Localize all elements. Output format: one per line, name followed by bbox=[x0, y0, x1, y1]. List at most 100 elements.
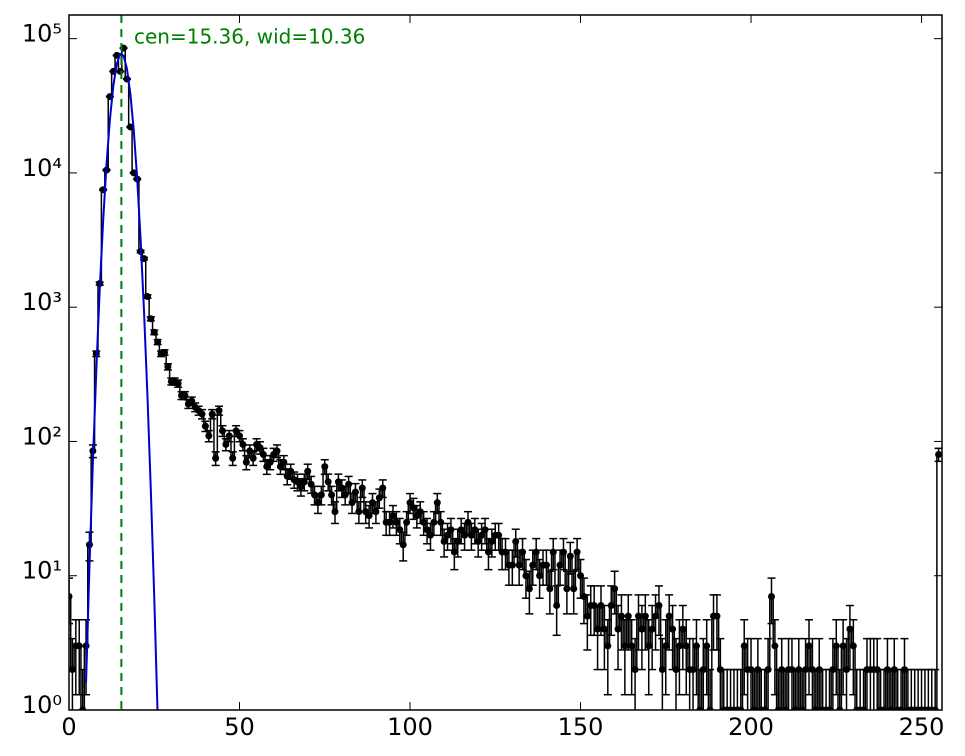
data-point bbox=[314, 499, 322, 507]
data-point bbox=[423, 526, 431, 534]
data-point bbox=[461, 531, 469, 539]
data-point bbox=[454, 537, 462, 545]
data-point bbox=[358, 484, 366, 492]
data-point bbox=[546, 585, 554, 593]
data-point bbox=[338, 484, 346, 492]
data-point bbox=[232, 427, 240, 435]
data-point bbox=[836, 706, 844, 710]
data-point bbox=[791, 706, 799, 710]
data-point bbox=[597, 602, 605, 610]
data-point bbox=[116, 67, 124, 75]
data-point bbox=[246, 447, 254, 455]
x-tick-label: 0 bbox=[61, 713, 76, 741]
data-point bbox=[389, 512, 397, 520]
data-point bbox=[416, 508, 424, 516]
data-point bbox=[341, 491, 349, 499]
data-point bbox=[484, 548, 492, 556]
data-point bbox=[181, 391, 189, 399]
data-point bbox=[699, 666, 707, 674]
data-point bbox=[522, 572, 530, 580]
data-point bbox=[239, 440, 247, 448]
data-point bbox=[515, 561, 523, 569]
y-tick-label: 10⁴ bbox=[22, 154, 62, 182]
data-point bbox=[594, 625, 602, 633]
data-point bbox=[839, 642, 847, 650]
data-point bbox=[293, 478, 301, 486]
data-point bbox=[761, 706, 769, 710]
data-point bbox=[617, 612, 625, 620]
data-point bbox=[525, 585, 533, 593]
data-point bbox=[883, 666, 891, 674]
data-point bbox=[440, 537, 448, 545]
data-point bbox=[375, 494, 383, 502]
data-point bbox=[198, 410, 206, 418]
data-point bbox=[935, 450, 942, 458]
data-point bbox=[631, 666, 639, 674]
data-point bbox=[464, 518, 472, 526]
data-point bbox=[69, 666, 76, 674]
data-point bbox=[767, 593, 775, 601]
data-point bbox=[208, 410, 216, 418]
data-point bbox=[860, 706, 868, 710]
data-point bbox=[426, 531, 434, 539]
plot-area bbox=[69, 15, 942, 710]
data-point bbox=[880, 706, 888, 710]
data-point bbox=[679, 625, 687, 633]
data-point bbox=[672, 666, 680, 674]
data-point bbox=[488, 537, 496, 545]
x-tick-label: 250 bbox=[899, 713, 945, 741]
data-point bbox=[611, 585, 619, 593]
data-point bbox=[890, 666, 898, 674]
data-point bbox=[69, 593, 73, 601]
data-point bbox=[256, 444, 264, 452]
data-point bbox=[79, 706, 87, 710]
data-point bbox=[771, 642, 779, 650]
data-point bbox=[280, 458, 288, 466]
data-point bbox=[692, 642, 700, 650]
data-point bbox=[450, 548, 458, 556]
data-point bbox=[897, 706, 905, 710]
data-point bbox=[409, 504, 417, 512]
data-point bbox=[201, 422, 209, 430]
data-point bbox=[147, 315, 155, 323]
data-point bbox=[665, 612, 673, 620]
data-point bbox=[843, 666, 851, 674]
data-point bbox=[444, 531, 452, 539]
data-point bbox=[467, 531, 475, 539]
data-point bbox=[812, 706, 820, 710]
data-point bbox=[300, 478, 308, 486]
data-point bbox=[311, 491, 319, 499]
data-point bbox=[392, 518, 400, 526]
data-point bbox=[529, 561, 537, 569]
data-point bbox=[242, 458, 250, 466]
x-tick-label: 50 bbox=[224, 713, 255, 741]
data-point bbox=[716, 666, 724, 674]
data-point bbox=[403, 518, 411, 526]
data-point bbox=[645, 642, 653, 650]
data-point bbox=[641, 612, 649, 620]
data-point bbox=[846, 625, 854, 633]
data-point bbox=[222, 440, 230, 448]
data-point bbox=[351, 488, 359, 496]
data-point bbox=[553, 602, 561, 610]
data-point bbox=[164, 363, 172, 371]
data-point bbox=[805, 642, 813, 650]
data-point bbox=[536, 572, 544, 580]
data-point bbox=[379, 484, 387, 492]
data-point bbox=[580, 593, 588, 601]
data-point bbox=[815, 666, 823, 674]
data-point bbox=[457, 526, 465, 534]
data-point bbox=[778, 666, 786, 674]
y-tick-label: 10⁵ bbox=[22, 20, 62, 48]
data-point bbox=[634, 612, 642, 620]
data-point bbox=[788, 666, 796, 674]
data-point bbox=[369, 499, 377, 507]
data-point bbox=[638, 625, 646, 633]
data-point bbox=[328, 491, 336, 499]
x-tick-label: 100 bbox=[387, 713, 433, 741]
data-point bbox=[355, 508, 363, 516]
data-point bbox=[218, 427, 226, 435]
data-point bbox=[658, 666, 666, 674]
data-point bbox=[662, 642, 670, 650]
